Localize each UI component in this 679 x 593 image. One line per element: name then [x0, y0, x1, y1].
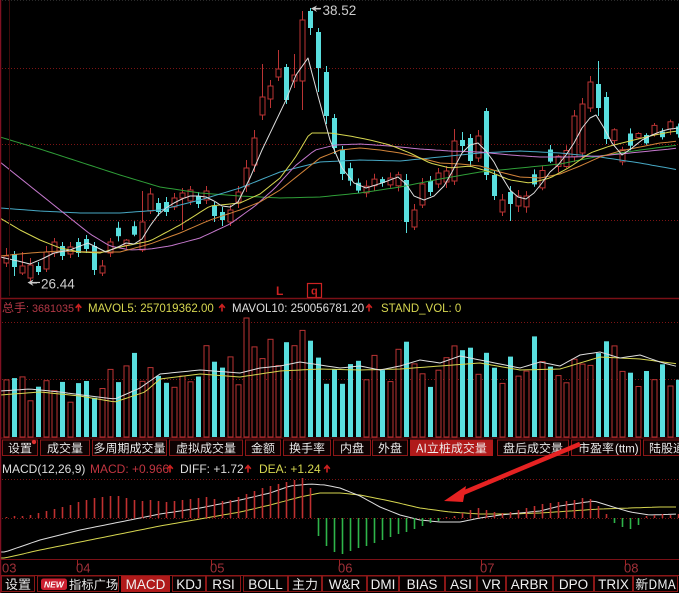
svg-text:MAVOL10: 250056781.20: MAVOL10: 250056781.20 — [232, 303, 364, 315]
svg-text:KDJ: KDJ — [176, 577, 202, 592]
svg-text:MACD: +0.966: MACD: +0.966 — [90, 462, 169, 476]
svg-text:26.44: 26.44 — [41, 277, 75, 292]
svg-text:ASI: ASI — [450, 577, 472, 592]
svg-text:TRIX: TRIX — [598, 577, 629, 592]
svg-text:DEA: +1.24: DEA: +1.24 — [259, 462, 321, 476]
svg-text:W&R: W&R — [329, 577, 361, 592]
svg-text:q: q — [311, 286, 318, 298]
svg-text:MACD: MACD — [126, 577, 166, 592]
svg-text:NEW: NEW — [44, 580, 65, 590]
svg-text:DPO: DPO — [559, 577, 588, 592]
svg-text:RSI: RSI — [212, 577, 235, 592]
svg-text:06: 06 — [338, 561, 352, 576]
svg-text:03: 03 — [2, 561, 16, 576]
svg-text:MAVOL5: 257019362.00: MAVOL5: 257019362.00 — [88, 303, 214, 315]
svg-text:ARBR: ARBR — [511, 577, 549, 592]
svg-text:05: 05 — [210, 561, 224, 576]
svg-text:L: L — [276, 284, 283, 298]
svg-text:MACD(12,26,9): MACD(12,26,9) — [2, 462, 85, 476]
svg-text:07: 07 — [480, 561, 494, 576]
svg-text:STAND_VOL: 0: STAND_VOL: 0 — [381, 303, 461, 315]
svg-text:BOLL: BOLL — [248, 577, 283, 592]
svg-text:DIFF: +1.72: DIFF: +1.72 — [180, 462, 244, 476]
svg-text:DMI: DMI — [371, 577, 396, 592]
svg-text:: 3681035: : 3681035 — [26, 303, 74, 315]
svg-text:08: 08 — [624, 561, 638, 576]
svg-text:38.52: 38.52 — [323, 3, 357, 18]
svg-text:04: 04 — [76, 561, 90, 576]
svg-text:VR: VR — [482, 577, 501, 592]
svg-text:(ttm): (ttm) — [615, 444, 639, 456]
svg-text:BIAS: BIAS — [407, 577, 438, 592]
